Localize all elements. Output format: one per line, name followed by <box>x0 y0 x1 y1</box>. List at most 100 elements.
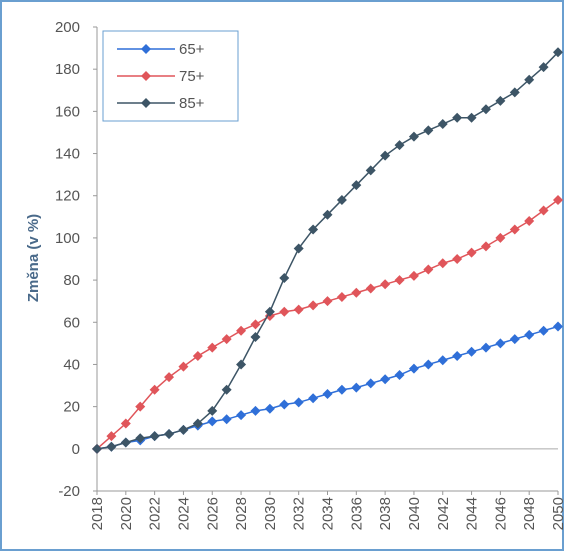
data-point <box>466 112 477 123</box>
data-point <box>480 241 491 252</box>
legend-marker <box>141 71 151 81</box>
data-point <box>106 431 117 442</box>
data-point <box>380 374 391 385</box>
data-point <box>437 258 448 269</box>
x-tick-label: 2032 <box>291 497 308 530</box>
data-point <box>351 180 362 191</box>
data-point <box>466 247 477 258</box>
data-point <box>221 414 232 425</box>
data-point <box>509 224 520 235</box>
data-point <box>351 382 362 393</box>
y-axis-label: Změna (v %) <box>25 214 42 302</box>
y-tick-label: 200 <box>55 19 80 36</box>
legend-label: 85+ <box>179 95 205 112</box>
y-tick-label: 0 <box>72 441 80 458</box>
x-tick-label: 2020 <box>118 497 135 530</box>
data-point <box>509 334 520 345</box>
data-point <box>336 291 347 302</box>
data-point <box>509 87 520 98</box>
data-point <box>495 95 506 106</box>
x-tick-label: 2026 <box>204 497 221 530</box>
data-point <box>192 418 203 429</box>
x-tick-label: 2048 <box>521 497 538 530</box>
data-point <box>207 416 218 427</box>
data-point <box>264 403 275 414</box>
data-point <box>553 47 563 58</box>
data-point <box>279 272 290 283</box>
data-point <box>423 359 434 370</box>
series-line <box>96 199 559 450</box>
data-point <box>308 393 319 404</box>
data-point <box>452 351 463 362</box>
data-point <box>164 429 175 440</box>
data-point <box>279 399 290 410</box>
data-point <box>394 140 405 151</box>
data-point <box>178 361 189 372</box>
data-point <box>437 355 448 366</box>
data-point <box>207 342 218 353</box>
data-point <box>452 254 463 264</box>
data-point <box>553 194 563 205</box>
legend-label: 75+ <box>179 68 205 85</box>
data-point <box>178 424 189 435</box>
data-point <box>437 119 448 130</box>
x-tick-label: 2036 <box>348 497 365 530</box>
data-point <box>236 325 247 336</box>
data-point <box>495 232 506 243</box>
data-point <box>495 338 506 349</box>
x-tick-label: 2022 <box>147 497 164 530</box>
data-point <box>120 437 131 448</box>
data-point <box>293 304 304 315</box>
x-tick-label: 2034 <box>320 497 337 530</box>
y-tick-label: 80 <box>63 272 80 289</box>
data-point <box>120 418 131 429</box>
data-point <box>394 370 405 380</box>
data-point <box>365 283 376 294</box>
data-point <box>308 300 319 311</box>
data-point <box>336 194 347 205</box>
data-point <box>322 296 333 307</box>
data-point <box>135 401 146 412</box>
data-point <box>408 270 419 281</box>
data-point <box>221 334 232 345</box>
y-tick-label: 100 <box>55 230 80 247</box>
data-point <box>322 388 333 399</box>
x-tick-label: 2040 <box>406 497 423 530</box>
data-point <box>538 205 549 216</box>
data-point <box>351 287 362 298</box>
x-tick-label: 2038 <box>377 497 394 530</box>
x-tick-label: 2028 <box>233 497 250 530</box>
data-point <box>207 405 218 416</box>
series-line <box>96 325 559 450</box>
data-point <box>250 405 261 416</box>
data-point <box>264 306 275 317</box>
data-point <box>394 275 405 286</box>
y-tick-label: 180 <box>55 61 80 78</box>
data-point <box>480 342 491 353</box>
data-point <box>236 359 247 370</box>
data-point <box>524 74 535 85</box>
legend-marker <box>141 44 151 54</box>
data-point <box>408 363 419 374</box>
legend-label: 65+ <box>179 41 205 58</box>
data-point <box>538 62 549 73</box>
y-tick-label: 60 <box>63 314 80 331</box>
data-point <box>380 150 391 161</box>
data-point <box>221 384 232 395</box>
x-tick-label: 2018 <box>89 497 106 530</box>
x-tick-label: 2030 <box>262 497 279 530</box>
data-point <box>380 279 391 290</box>
data-point <box>293 397 304 408</box>
data-point <box>250 319 261 330</box>
legend-marker <box>141 98 151 108</box>
x-tick-label: 2050 <box>550 497 564 530</box>
data-point <box>192 351 203 362</box>
data-point <box>279 306 290 317</box>
data-point <box>466 346 477 357</box>
x-tick-label: 2044 <box>464 497 481 530</box>
y-tick-label: 160 <box>55 103 80 120</box>
x-tick-label: 2042 <box>435 497 452 530</box>
data-point <box>423 264 434 275</box>
data-point <box>365 378 376 389</box>
